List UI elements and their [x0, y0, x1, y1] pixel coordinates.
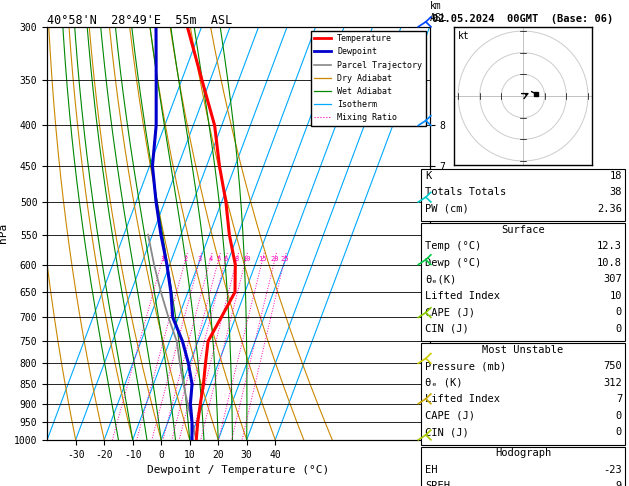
Text: SREH: SREH	[425, 481, 450, 486]
Text: km
ASL: km ASL	[430, 1, 447, 22]
Text: Dewp (°C): Dewp (°C)	[425, 258, 481, 268]
Text: 1: 1	[160, 256, 165, 262]
Text: 5: 5	[216, 256, 221, 262]
Text: Most Unstable: Most Unstable	[482, 345, 564, 355]
Text: 10.8: 10.8	[597, 258, 622, 268]
Text: 02.05.2024  00GMT  (Base: 06): 02.05.2024 00GMT (Base: 06)	[432, 14, 614, 24]
Text: 2: 2	[184, 256, 188, 262]
Text: PW (cm): PW (cm)	[425, 204, 469, 214]
Text: CIN (J): CIN (J)	[425, 324, 469, 334]
Text: Surface: Surface	[501, 225, 545, 235]
Text: Hodograph: Hodograph	[495, 448, 551, 458]
Text: CAPE (J): CAPE (J)	[425, 411, 475, 421]
Text: CAPE (J): CAPE (J)	[425, 307, 475, 317]
Text: θₑ(K): θₑ(K)	[425, 274, 457, 284]
Text: CIN (J): CIN (J)	[425, 427, 469, 437]
Legend: Temperature, Dewpoint, Parcel Trajectory, Dry Adiabat, Wet Adiabat, Isotherm, Mi: Temperature, Dewpoint, Parcel Trajectory…	[311, 31, 426, 125]
Text: K: K	[425, 171, 431, 181]
Text: 10: 10	[610, 291, 622, 301]
Text: 0: 0	[616, 427, 622, 437]
Text: 3: 3	[198, 256, 202, 262]
Text: 10: 10	[242, 256, 250, 262]
Text: 2.36: 2.36	[597, 204, 622, 214]
Text: 7: 7	[616, 394, 622, 404]
Text: 15: 15	[259, 256, 267, 262]
Text: 40°58'N  28°49'E  55m  ASL: 40°58'N 28°49'E 55m ASL	[47, 14, 233, 27]
Text: Pressure (mb): Pressure (mb)	[425, 361, 506, 371]
Y-axis label: hPa: hPa	[0, 223, 8, 243]
X-axis label: Dewpoint / Temperature (°C): Dewpoint / Temperature (°C)	[147, 465, 330, 475]
Text: kt: kt	[458, 31, 470, 41]
Text: © weatheronline.co.uk: © weatheronline.co.uk	[467, 471, 579, 480]
Text: 20: 20	[270, 256, 279, 262]
Text: 6: 6	[223, 256, 228, 262]
Text: 750: 750	[603, 361, 622, 371]
Text: LCL: LCL	[437, 435, 455, 445]
Text: 0: 0	[616, 307, 622, 317]
Text: θₑ (K): θₑ (K)	[425, 378, 463, 388]
Text: 12.3: 12.3	[597, 241, 622, 251]
Text: 0: 0	[616, 411, 622, 421]
Text: 8: 8	[235, 256, 239, 262]
Text: 4: 4	[208, 256, 213, 262]
Text: 18: 18	[610, 171, 622, 181]
Text: 9: 9	[616, 481, 622, 486]
Text: Temp (°C): Temp (°C)	[425, 241, 481, 251]
Text: EH: EH	[425, 465, 438, 475]
Text: 307: 307	[603, 274, 622, 284]
Text: Lifted Index: Lifted Index	[425, 394, 500, 404]
Text: 0: 0	[616, 324, 622, 334]
Text: -23: -23	[603, 465, 622, 475]
Text: Lifted Index: Lifted Index	[425, 291, 500, 301]
Text: Totals Totals: Totals Totals	[425, 187, 506, 197]
Text: 25: 25	[281, 256, 289, 262]
Text: 312: 312	[603, 378, 622, 388]
Text: 38: 38	[610, 187, 622, 197]
